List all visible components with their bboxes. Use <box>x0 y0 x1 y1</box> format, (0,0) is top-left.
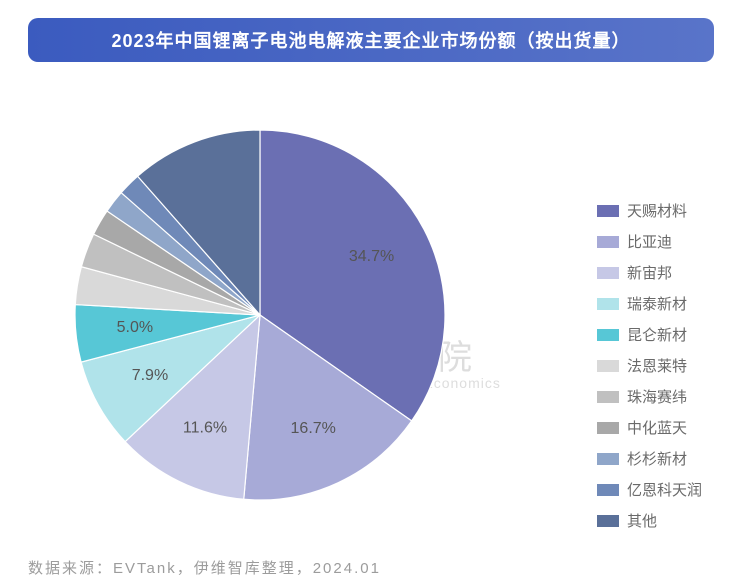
legend-label: 亿恩科天润 <box>627 479 702 500</box>
legend-item: 法恩莱特 <box>597 355 702 376</box>
legend-label: 瑞泰新材 <box>627 293 687 314</box>
legend-item: 亿恩科天润 <box>597 479 702 500</box>
legend-label: 天赐材料 <box>627 200 687 221</box>
chart-title-bar: 2023年中国锂离子电池电解液主要企业市场份额（按出货量） <box>28 18 714 62</box>
legend-label: 法恩莱特 <box>627 355 687 376</box>
pie-pct-label: 7.9% <box>132 367 168 384</box>
legend-label: 其他 <box>627 510 657 531</box>
legend-item: 杉杉新材 <box>597 448 702 469</box>
chart-area: 伊维 智库 伊维经济研究院 China YiWei Institute of E… <box>0 80 742 550</box>
legend-swatch <box>597 515 619 527</box>
chart-title-text: 2023年中国锂离子电池电解液主要企业市场份额（按出货量） <box>111 27 630 53</box>
pie-pct-label: 34.7% <box>349 248 394 265</box>
legend-label: 昆仑新材 <box>627 324 687 345</box>
legend-label: 中化蓝天 <box>627 417 687 438</box>
legend-swatch <box>597 329 619 341</box>
legend-label: 新宙邦 <box>627 262 672 283</box>
legend-swatch <box>597 205 619 217</box>
legend-swatch <box>597 298 619 310</box>
legend-item: 昆仑新材 <box>597 324 702 345</box>
legend-swatch <box>597 236 619 248</box>
legend-swatch <box>597 391 619 403</box>
legend-item: 瑞泰新材 <box>597 293 702 314</box>
pie-pct-label: 11.6% <box>183 419 227 436</box>
legend-item: 比亚迪 <box>597 231 702 252</box>
legend-item: 珠海赛纬 <box>597 386 702 407</box>
legend-swatch <box>597 267 619 279</box>
legend-item: 新宙邦 <box>597 262 702 283</box>
footer-source: 数据来源：EVTank，伊维智库整理，2024.01 <box>28 557 381 576</box>
legend-item: 其他 <box>597 510 702 531</box>
legend-swatch <box>597 453 619 465</box>
legend-item: 天赐材料 <box>597 200 702 221</box>
pie-chart: 34.7% 16.7% 11.6% 7.9% 5.0% <box>70 120 450 500</box>
pie-pct-label: 16.7% <box>291 420 336 437</box>
pie-pct-label: 5.0% <box>117 319 153 336</box>
legend-label: 珠海赛纬 <box>627 386 687 407</box>
legend-swatch <box>597 360 619 372</box>
legend-swatch <box>597 484 619 496</box>
legend: 天赐材料比亚迪新宙邦瑞泰新材昆仑新材法恩莱特珠海赛纬中化蓝天杉杉新材亿恩科天润其… <box>597 200 702 531</box>
legend-label: 比亚迪 <box>627 231 672 252</box>
legend-label: 杉杉新材 <box>627 448 687 469</box>
legend-item: 中化蓝天 <box>597 417 702 438</box>
legend-swatch <box>597 422 619 434</box>
